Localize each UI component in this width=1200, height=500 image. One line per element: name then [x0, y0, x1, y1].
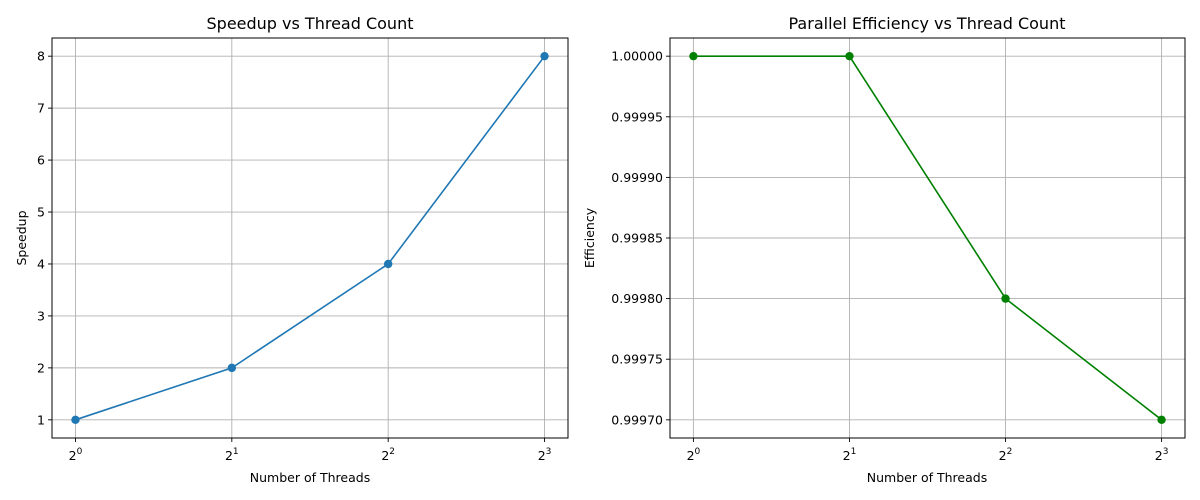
speedup-plot-frame	[51, 37, 569, 439]
efficiency-ticks: 20 21 22 23 0.99970 0.99975 0.99980 0.99985 0.99…	[611, 49, 1168, 463]
speedup-grid	[52, 38, 568, 438]
speedup-y-tick-label: 7	[37, 101, 45, 116]
efficiency-y-tick-label: 1.00000	[611, 49, 663, 64]
efficiency-plot-frame	[669, 37, 1186, 439]
efficiency-y-tick-label: 0.99975	[611, 352, 663, 367]
efficiency-y-tick-label: 0.99985	[611, 231, 663, 246]
speedup-x-axis-label: Number of Threads	[250, 470, 370, 485]
efficiency-y-tick-label: 0.99970	[611, 412, 663, 427]
speedup-y-tick-label: 8	[37, 49, 45, 64]
efficiency-chart-title: Parallel Efficiency vs Thread Count	[789, 14, 1066, 33]
speedup-x-tick-label: 23	[538, 447, 552, 463]
speedup-data-point	[227, 363, 237, 373]
efficiency-chart: Parallel Efficiency vs Thread Count Numb…	[582, 14, 1186, 485]
efficiency-data-point	[845, 51, 854, 61]
efficiency-y-axis-label: Efficiency	[582, 207, 597, 268]
speedup-chart-title: Speedup vs Thread Count	[207, 14, 414, 33]
speedup-y-tick-label: 5	[37, 205, 45, 220]
efficiency-x-tick-label: 21	[843, 447, 857, 463]
efficiency-y-tick-label: 0.99995	[611, 109, 663, 124]
efficiency-x-tick-label: 23	[1155, 447, 1169, 463]
speedup-y-tick-label: 3	[37, 308, 45, 323]
speedup-y-tick-label: 4	[37, 256, 45, 271]
speedup-x-tick-label: 20	[69, 447, 83, 463]
speedup-data-point	[540, 51, 549, 61]
speedup-y-axis-label: Speedup	[14, 210, 29, 265]
efficiency-data-point	[689, 51, 698, 61]
efficiency-y-tick-label: 0.99990	[611, 170, 663, 185]
speedup-y-tick-label: 2	[37, 360, 45, 375]
efficiency-series-line	[693, 55, 1163, 421]
speedup-x-tick-label: 21	[225, 447, 239, 463]
speedup-series-line	[75, 55, 546, 421]
efficiency-data-point	[1157, 415, 1166, 425]
efficiency-x-axis-label: Number of Threads	[867, 470, 987, 485]
speedup-y-tick-label: 1	[37, 412, 45, 427]
efficiency-data-point	[1001, 294, 1010, 303]
speedup-y-tick-label: 6	[37, 153, 45, 168]
speedup-chart: Speedup vs Thread Count Number of Thread…	[14, 14, 569, 485]
efficiency-y-tick-label: 0.99980	[611, 291, 663, 306]
speedup-data-point	[71, 415, 80, 425]
efficiency-x-tick-label: 22	[999, 447, 1013, 463]
efficiency-x-tick-label: 20	[687, 447, 701, 463]
speedup-x-tick-label: 22	[381, 447, 395, 463]
speedup-data-point	[383, 259, 393, 269]
